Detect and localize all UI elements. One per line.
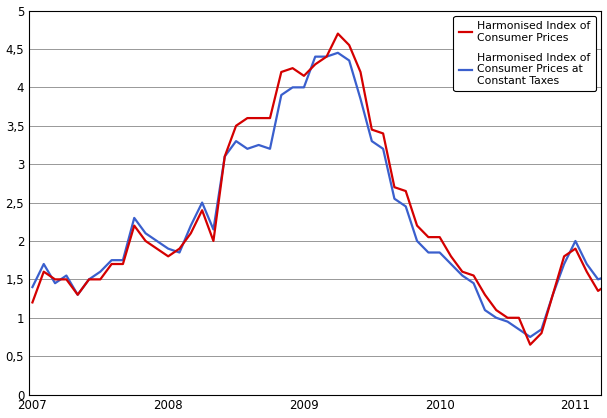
Legend: Harmonised Index of
Consumer Prices, Harmonised Index of
Consumer Prices at
Cons: Harmonised Index of Consumer Prices, Har… [453, 16, 596, 92]
